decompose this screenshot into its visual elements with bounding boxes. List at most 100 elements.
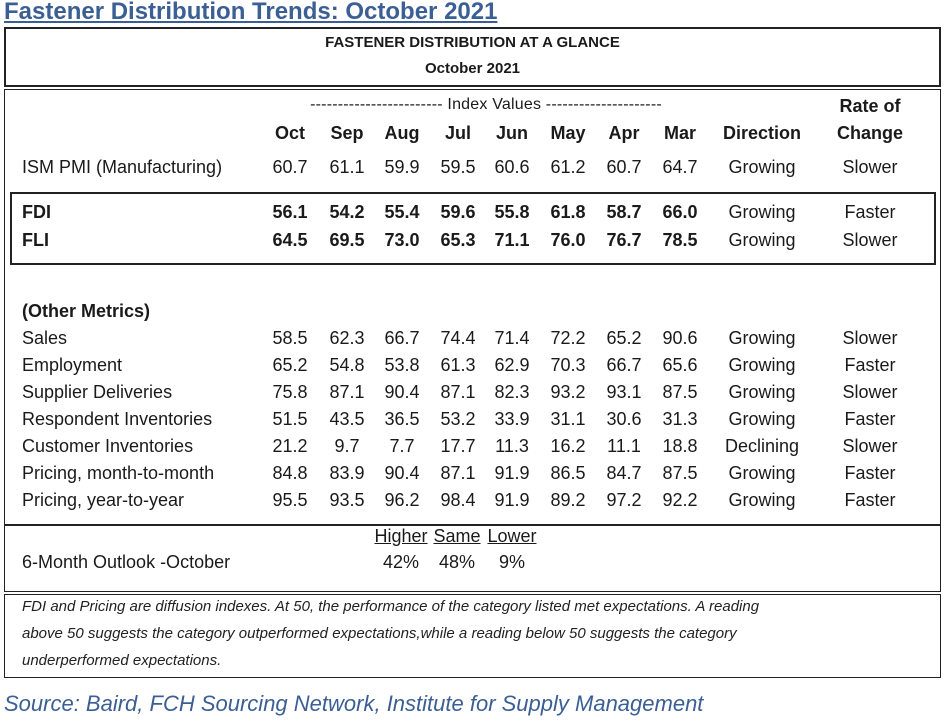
metric-row-value: 92.2 (662, 490, 698, 510)
metric-row-value: 31.1 (550, 409, 586, 429)
metric-row-value: 95.5 (272, 490, 308, 510)
other-metrics-label: (Other Metrics) (22, 301, 151, 321)
metric-row-label: Supplier Deliveries (22, 382, 173, 402)
metric-row-value: 54.8 (329, 355, 365, 375)
metric-row-value: 65.6 (662, 355, 698, 375)
highlight-row-fli-value: 76.0 (550, 230, 586, 250)
metric-row-value: 65.2 (606, 328, 642, 348)
highlight-row-fdi-value: 59.6 (440, 202, 476, 222)
metric-row-value: 72.2 (550, 328, 586, 348)
metric-row-value: 62.3 (329, 328, 365, 348)
month-header-mar: Mar (663, 123, 696, 143)
metric-row-direction: Growing (728, 409, 796, 429)
metric-row-value: 17.7 (440, 436, 476, 456)
metric-row-label: Sales (22, 328, 68, 348)
month-header-aug: Aug (384, 123, 420, 143)
ism-value: 59.9 (384, 157, 420, 177)
footnote-box (4, 594, 941, 678)
metric-row-value: 96.2 (384, 490, 420, 510)
metric-row-value: 21.2 (272, 436, 308, 456)
metric-row-value: 90.6 (662, 328, 698, 348)
metric-row-value: 65.2 (272, 355, 308, 375)
highlight-row-fli-rate: Slower (842, 230, 898, 250)
source-note: Source: Baird, FCH Sourcing Network, Ins… (4, 691, 704, 716)
metric-row-rate: Faster (844, 463, 896, 483)
metric-row-direction: Growing (728, 328, 796, 348)
metric-row-value: 9.7 (334, 436, 360, 456)
metric-row-value: 89.2 (550, 490, 586, 510)
highlight-row-fdi-value: 66.0 (662, 202, 698, 222)
metric-row-value: 36.5 (384, 409, 420, 429)
month-header-oct: Oct (274, 123, 305, 143)
metric-row-value: 93.5 (329, 490, 365, 510)
ism-label: ISM PMI (Manufacturing) (22, 157, 223, 177)
outlook-lower-value: 9% (498, 552, 525, 572)
month-header-may: May (550, 123, 586, 143)
metric-row-value: 82.3 (494, 382, 530, 402)
highlight-row-fli-value: 78.5 (662, 230, 698, 250)
outlook-box (4, 524, 941, 592)
month-header-apr: Apr (608, 123, 640, 143)
metric-row-value: 93.1 (606, 382, 642, 402)
month-header-sep: Sep (330, 123, 364, 143)
metric-row-value: 93.2 (550, 382, 586, 402)
direction-header: Direction (722, 123, 801, 143)
metric-row-value: 74.4 (440, 328, 476, 348)
highlight-row-fdi-value: 61.8 (550, 202, 586, 222)
metric-row-value: 90.4 (384, 463, 420, 483)
metric-row-direction: Declining (724, 436, 800, 456)
metric-row-rate: Slower (842, 382, 898, 402)
metric-row-value: 97.2 (606, 490, 642, 510)
footnote-line-2: above 50 suggests the category outperfor… (22, 625, 737, 642)
outlook-same-value: 48% (438, 552, 476, 572)
highlight-row-fdi-value: 56.1 (272, 202, 308, 222)
highlight-row-fli-label: FLI (22, 230, 49, 250)
metric-row-value: 18.8 (662, 436, 698, 456)
month-header-jul: Jul (444, 123, 471, 143)
highlight-row-fdi-value: 55.4 (384, 202, 420, 222)
ism-value: 60.6 (494, 157, 530, 177)
index-values-label: ------------------------ Index Values --… (310, 96, 662, 113)
highlight-row-fdi-value: 58.7 (606, 202, 642, 222)
ism-value: 59.5 (440, 157, 476, 177)
metric-row-value: 66.7 (384, 328, 420, 348)
month-header-jun: Jun (495, 123, 528, 143)
metric-row-value: 11.3 (495, 436, 529, 456)
metric-row-direction: Growing (728, 355, 796, 375)
metric-row-value: 84.7 (606, 463, 642, 483)
metric-row-value: 70.3 (550, 355, 586, 375)
metric-row-label: Customer Inventories (22, 436, 194, 456)
metric-row-value: 58.5 (272, 328, 308, 348)
highlight-row-fli-value: 71.1 (494, 230, 530, 250)
metric-row-value: 86.5 (550, 463, 586, 483)
metric-row-value: 87.1 (440, 382, 476, 402)
metric-row-rate: Faster (844, 409, 896, 429)
metric-row-value: 11.1 (607, 436, 641, 456)
metric-row-value: 87.5 (662, 463, 698, 483)
metric-row-rate: Slower (842, 328, 898, 348)
metric-row-value: 98.4 (440, 490, 476, 510)
outlook-label: 6-Month Outlook -October (22, 552, 231, 572)
outlook-higher-value: 42% (382, 552, 420, 572)
metric-row-direction: Growing (728, 382, 796, 402)
outlook-lower-header: Lower (487, 526, 537, 546)
metric-row-value: 83.9 (329, 463, 365, 483)
metric-row-label: Pricing, month-to-month (22, 463, 215, 483)
metric-row-value: 66.7 (606, 355, 642, 375)
highlight-row-fdi-rate: Faster (844, 202, 896, 222)
highlight-row-fli-value: 76.7 (606, 230, 642, 250)
metric-row-label: Employment (22, 355, 123, 375)
highlight-row-fdi-value: 54.2 (329, 202, 365, 222)
metric-row-value: 30.6 (606, 409, 642, 429)
metric-row-value: 31.3 (662, 409, 698, 429)
metric-row-label: Respondent Inventories (22, 409, 213, 429)
metric-row-value: 7.7 (389, 436, 415, 456)
highlight-row-fdi-value: 55.8 (494, 202, 530, 222)
ism-direction: Growing (728, 157, 796, 177)
metric-row-direction: Growing (728, 490, 796, 510)
ism-value: 60.7 (272, 157, 308, 177)
highlight-row-fli-value: 65.3 (440, 230, 476, 250)
ism-value: 61.1 (329, 157, 365, 177)
ism-value: 64.7 (662, 157, 698, 177)
metric-row-value: 87.1 (329, 382, 365, 402)
